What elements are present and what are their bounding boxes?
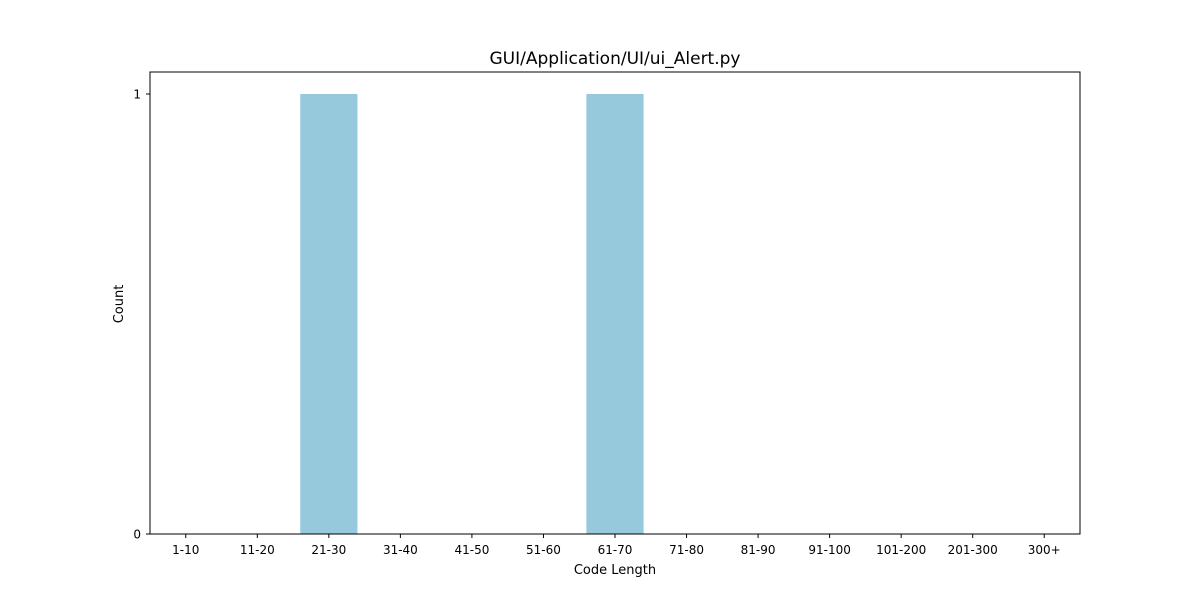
x-tick-label: 71-80 (669, 543, 704, 557)
x-tick-label: 21-30 (311, 543, 346, 557)
x-tick-label: 101-200 (876, 543, 926, 557)
x-tick-label: 31-40 (383, 543, 418, 557)
x-tick-label: 81-90 (741, 543, 776, 557)
y-axis-ticks: 01 (133, 88, 150, 542)
x-tick-label: 51-60 (526, 543, 561, 557)
x-tick-label: 201-300 (948, 543, 998, 557)
x-axis-ticks: 1-10 11-20 21-30 31-40 41-50 51-60 61-70 71-80 8… (172, 534, 1061, 557)
bar-21-30 (300, 94, 358, 534)
bars-group (300, 94, 644, 534)
y-tick-label: 0 (133, 528, 141, 542)
y-tick-label: 1 (133, 88, 141, 102)
x-tick-label: 300+ (1028, 543, 1061, 557)
x-tick-label: 41-50 (454, 543, 489, 557)
x-axis-label: Code Length (574, 563, 656, 578)
bar-61-70 (586, 94, 644, 534)
x-tick-label: 91-100 (808, 543, 851, 557)
chart-title: GUI/Application/UI/ui_Alert.py (490, 49, 741, 69)
x-tick-label: 1-10 (172, 543, 199, 557)
y-axis-label: Count (112, 285, 127, 324)
x-tick-label: 11-20 (240, 543, 275, 557)
x-tick-label: 61-70 (598, 543, 633, 557)
